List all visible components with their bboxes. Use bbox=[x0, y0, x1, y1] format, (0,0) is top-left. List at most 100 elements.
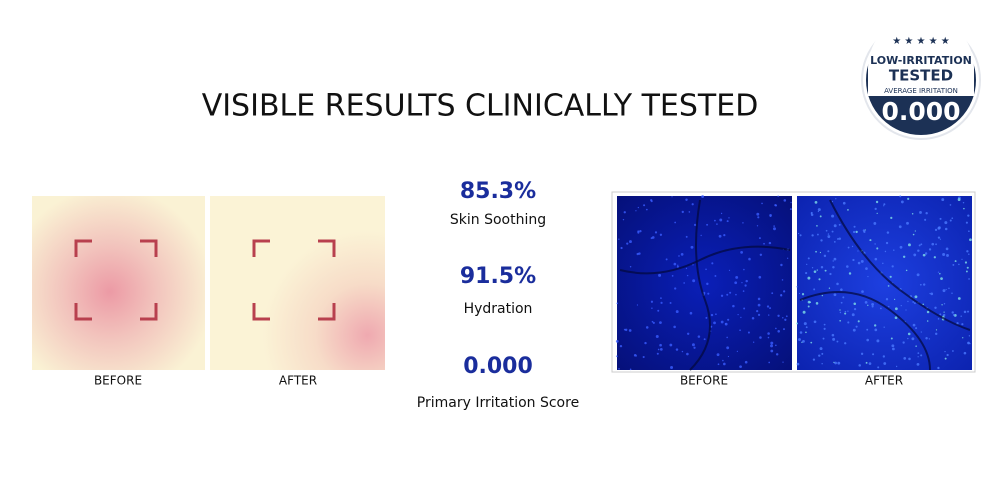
dot bbox=[637, 206, 640, 209]
dot bbox=[944, 227, 948, 231]
dot bbox=[777, 314, 780, 317]
dot bbox=[767, 332, 770, 335]
dot bbox=[619, 344, 623, 348]
dot bbox=[751, 316, 755, 320]
dot bbox=[960, 315, 962, 318]
dot bbox=[810, 211, 813, 214]
dot bbox=[758, 275, 762, 279]
dot bbox=[748, 257, 751, 261]
dot bbox=[860, 259, 864, 263]
dot bbox=[962, 337, 964, 339]
dot bbox=[892, 347, 895, 351]
dot bbox=[681, 350, 684, 353]
dot bbox=[821, 294, 824, 297]
dot bbox=[906, 221, 909, 225]
dot bbox=[844, 312, 847, 315]
dot bbox=[691, 343, 695, 347]
dot bbox=[727, 318, 730, 321]
dot bbox=[651, 307, 653, 309]
dot bbox=[853, 302, 857, 306]
dot bbox=[728, 269, 731, 272]
dot bbox=[657, 309, 660, 312]
dot bbox=[782, 361, 784, 363]
dot bbox=[943, 303, 946, 305]
dot bbox=[805, 271, 808, 275]
dot bbox=[917, 249, 920, 252]
dot bbox=[769, 307, 772, 310]
dot bbox=[852, 258, 855, 262]
dot bbox=[875, 200, 879, 204]
dot bbox=[796, 286, 798, 288]
dot bbox=[658, 273, 662, 277]
dot bbox=[716, 223, 718, 225]
dot bbox=[673, 262, 677, 266]
dot bbox=[824, 269, 827, 272]
dot bbox=[688, 211, 691, 213]
dot bbox=[871, 305, 874, 308]
dot bbox=[944, 357, 947, 360]
dot bbox=[707, 292, 710, 295]
dot bbox=[911, 213, 914, 215]
dot bbox=[925, 212, 928, 215]
stats: 85.3% Skin Soothing 91.5% Hydration 0.000 Pri… bbox=[417, 179, 579, 411]
dot bbox=[908, 243, 911, 247]
left-images: BEFORE AFTER bbox=[32, 196, 385, 388]
dot bbox=[722, 359, 724, 362]
dot bbox=[949, 219, 952, 222]
dot bbox=[769, 215, 772, 218]
dot bbox=[685, 198, 688, 201]
dot bbox=[898, 225, 902, 229]
dot bbox=[719, 218, 723, 222]
dot bbox=[654, 231, 658, 234]
dot bbox=[948, 287, 950, 290]
dot bbox=[655, 335, 659, 339]
dot bbox=[743, 307, 746, 310]
dot bbox=[852, 328, 856, 332]
dot bbox=[700, 234, 702, 237]
dot bbox=[796, 362, 800, 366]
dot bbox=[789, 208, 792, 211]
dot bbox=[941, 304, 943, 306]
dot bbox=[774, 203, 777, 207]
dot bbox=[669, 301, 672, 304]
dot bbox=[616, 302, 619, 305]
dot bbox=[756, 310, 759, 313]
dot bbox=[744, 360, 748, 364]
dot bbox=[963, 207, 965, 210]
image-label: BEFORE bbox=[680, 374, 728, 388]
dot bbox=[644, 341, 647, 345]
dot bbox=[626, 242, 629, 245]
dot bbox=[887, 285, 890, 287]
dot bbox=[873, 222, 877, 225]
dot bbox=[675, 310, 679, 314]
dot bbox=[773, 225, 775, 227]
dot bbox=[823, 254, 827, 258]
stat-value: 85.3% bbox=[460, 179, 536, 204]
dot bbox=[816, 233, 819, 236]
dot bbox=[934, 228, 938, 231]
dot bbox=[724, 322, 728, 326]
dot bbox=[705, 268, 707, 271]
dot bbox=[967, 342, 969, 344]
dot bbox=[925, 337, 928, 340]
dot bbox=[861, 290, 864, 293]
dot bbox=[763, 242, 765, 245]
dot bbox=[819, 347, 823, 351]
dot bbox=[810, 213, 814, 217]
dot bbox=[943, 311, 945, 313]
dot bbox=[775, 344, 777, 347]
dot bbox=[813, 270, 817, 273]
dot bbox=[768, 241, 772, 245]
dot bbox=[853, 308, 857, 311]
dot bbox=[815, 302, 819, 305]
dot bbox=[706, 223, 709, 226]
dot bbox=[803, 322, 807, 326]
dot bbox=[952, 314, 955, 316]
dot bbox=[930, 292, 934, 296]
dot bbox=[908, 357, 911, 361]
dot bbox=[884, 250, 887, 253]
dot bbox=[883, 203, 886, 206]
dot bbox=[899, 195, 902, 198]
dot bbox=[811, 234, 814, 237]
dot bbox=[814, 200, 818, 204]
